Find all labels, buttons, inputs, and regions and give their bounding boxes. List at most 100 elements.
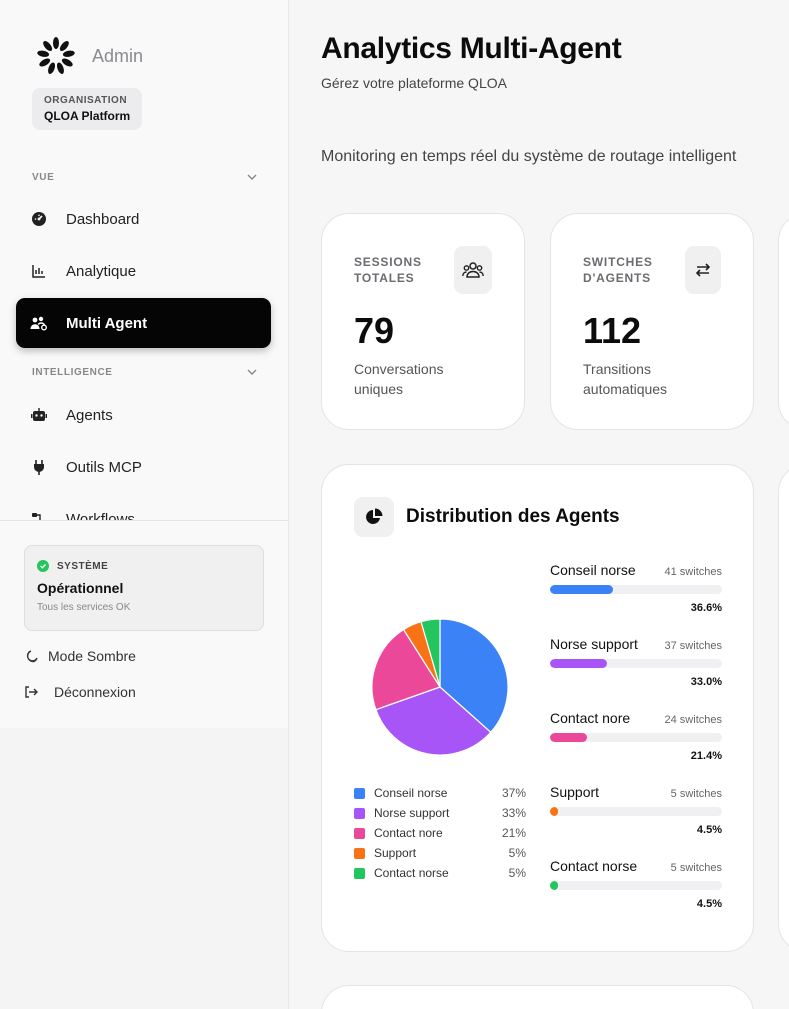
agent-bar-item: Contact norse 5 switches 4.5%: [550, 858, 722, 932]
legend-item[interactable]: Conseil norse 37%: [354, 783, 526, 803]
legend-label: Support: [374, 846, 417, 860]
agent-switch-bars: Conseil norse 41 switches 36.6% Norse su…: [550, 562, 722, 932]
status-subtitle: Tous les services OK: [37, 602, 131, 613]
system-status-card: SYSTÈME Opérationnel Tous les services O…: [24, 545, 264, 631]
progress-track: [550, 807, 722, 816]
status-title: Opérationnel: [37, 580, 124, 596]
legend-swatch: [354, 807, 365, 819]
sidebar-item-label: Workflows: [66, 510, 135, 521]
workflow-icon: [30, 510, 48, 520]
logout-label: Déconnexion: [54, 684, 136, 700]
progress-fill: [550, 733, 587, 742]
legend-percent: 37%: [501, 786, 526, 800]
sidebar-item-label: Multi Agent: [66, 314, 148, 332]
legend-item[interactable]: Support 5%: [354, 843, 526, 863]
sidebar-nav-area: Admin ORGANISATION QLOA Platform VUE Das…: [0, 0, 288, 520]
legend-percent: 5%: [508, 866, 526, 880]
legend-percent: 33%: [501, 806, 526, 820]
agent-switch-count: 24 switches: [664, 714, 722, 726]
kpi-caption-line: SWITCHES: [583, 255, 653, 269]
legend-item[interactable]: Contact nore 21%: [354, 823, 526, 843]
sidebar-item-label: Analytique: [66, 262, 137, 280]
agent-name: Contact norse: [550, 858, 638, 874]
qloa-logo-icon[interactable]: [36, 36, 76, 76]
page-title: Analytics Multi-Agent: [321, 32, 622, 65]
chevron-down-icon: [247, 369, 257, 375]
kpi-description-line: Transitions: [583, 361, 651, 377]
agent-name: Contact nore: [550, 710, 631, 726]
pie-legend: Conseil norse 37% Norse support 33% Contact …: [354, 783, 526, 883]
section-vue-label: VUE: [32, 171, 55, 183]
kpi-value: 112: [583, 310, 642, 351]
legend-swatch: [354, 867, 365, 879]
organisation-badge[interactable]: ORGANISATION QLOA Platform: [32, 88, 143, 130]
pie-slice[interactable]: [371, 628, 441, 711]
legend-item[interactable]: Norse support 33%: [354, 803, 526, 823]
users-cog-icon: [30, 314, 48, 332]
pie-slice[interactable]: [375, 686, 492, 756]
plug-icon: [30, 458, 48, 476]
dark-mode-toggle[interactable]: Mode Sombre: [24, 648, 136, 664]
check-circle-icon: [37, 560, 49, 572]
pie-slice[interactable]: [439, 618, 509, 734]
pie-chart-icon: [354, 497, 394, 537]
progress-fill: [550, 585, 613, 594]
sidebar-item-agents[interactable]: Agents: [16, 390, 271, 440]
swap-arrows-icon: [685, 246, 721, 294]
kpi-caption: SESSIONS TOTALES: [354, 254, 422, 286]
agent-name: Support: [550, 784, 600, 800]
legend-label: Contact nore: [374, 826, 443, 840]
sidebar-item-outils-mcp[interactable]: Outils MCP: [16, 442, 271, 492]
distribution-title: Distribution des Agents: [406, 506, 620, 527]
progress-track: [550, 659, 722, 668]
section-intelligence[interactable]: INTELLIGENCE: [32, 366, 258, 378]
organisation-caption: ORGANISATION: [44, 95, 128, 106]
agent-percent: 21.4%: [690, 750, 722, 762]
legend-percent: 5%: [508, 846, 526, 860]
sidebar: Admin ORGANISATION QLOA Platform VUE Das…: [0, 0, 289, 1009]
kpi-caption: SWITCHES D'AGENTS: [583, 254, 653, 286]
agent-switch-count: 37 switches: [664, 640, 722, 652]
kpi-value: 79: [354, 310, 395, 351]
sidebar-item-dashboard[interactable]: Dashboard: [16, 194, 271, 244]
legend-label: Contact norse: [374, 866, 449, 880]
agent-switch-count: 41 switches: [664, 566, 722, 578]
kpi-caption-line: D'AGENTS: [583, 271, 651, 285]
agent-bar-item: Support 5 switches 4.5%: [550, 784, 722, 858]
organisation-name: QLOA Platform: [44, 109, 131, 123]
kpi-card-switches: SWITCHES D'AGENTS 112 Transitions automa…: [550, 213, 754, 430]
logout-button[interactable]: Déconnexion: [24, 684, 136, 700]
main-content: Analytics Multi-Agent Gérez votre platef…: [289, 0, 789, 1009]
kpi-description-line: Conversations: [354, 361, 444, 377]
legend-label: Conseil norse: [374, 786, 448, 800]
page-description: Monitoring en temps réel du système de r…: [321, 148, 737, 165]
sidebar-item-label: Outils MCP: [66, 458, 142, 476]
sidebar-item-multi-agent[interactable]: Multi Agent: [16, 298, 271, 348]
agent-switch-count: 5 switches: [670, 862, 722, 874]
status-caption: SYSTÈME: [57, 560, 109, 572]
kpi-description-line: uniques: [354, 381, 404, 397]
kpi-card-sessions: SESSIONS TOTALES 79 Conversations unique…: [321, 213, 525, 430]
pie-chart: [371, 618, 509, 756]
sidebar-bottom-area: [0, 728, 288, 1009]
kpi-description: Transitions automatiques: [583, 359, 667, 399]
sidebar-item-workflows[interactable]: Workflows: [16, 494, 271, 520]
progress-track: [550, 881, 722, 890]
section-intelligence-label: INTELLIGENCE: [32, 366, 113, 378]
kpi-description: Conversations uniques: [354, 359, 444, 399]
sidebar-divider: [0, 520, 288, 521]
next-card-partial: [321, 985, 754, 1009]
pie-slice[interactable]: [420, 618, 441, 688]
sidebar-item-analytique[interactable]: Analytique: [16, 246, 271, 296]
legend-item[interactable]: Contact norse 5%: [354, 863, 526, 883]
agent-bar-item: Conseil norse 41 switches 36.6%: [550, 562, 722, 636]
progress-fill: [550, 807, 558, 816]
logout-icon: [24, 685, 38, 699]
section-vue[interactable]: VUE: [32, 171, 258, 183]
kpi-card-partial: [778, 213, 789, 430]
kpi-caption-line: TOTALES: [354, 271, 415, 285]
agent-percent: 4.5%: [696, 824, 722, 836]
legend-label: Norse support: [374, 806, 450, 820]
side-card-partial: [778, 464, 789, 952]
agent-percent: 33.0%: [690, 676, 722, 688]
